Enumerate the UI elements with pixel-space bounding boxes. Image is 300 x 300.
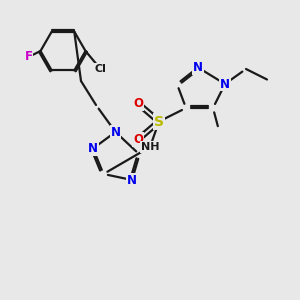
Text: N: N [220,77,230,91]
Text: S: S [154,115,164,128]
Text: O: O [133,97,143,110]
Text: N: N [88,142,98,155]
Text: F: F [25,50,32,64]
Text: Cl: Cl [94,64,106,74]
Text: O: O [133,133,143,146]
Text: N: N [110,125,121,139]
Text: NH: NH [141,142,159,152]
Text: N: N [127,173,137,187]
Text: N: N [193,61,203,74]
